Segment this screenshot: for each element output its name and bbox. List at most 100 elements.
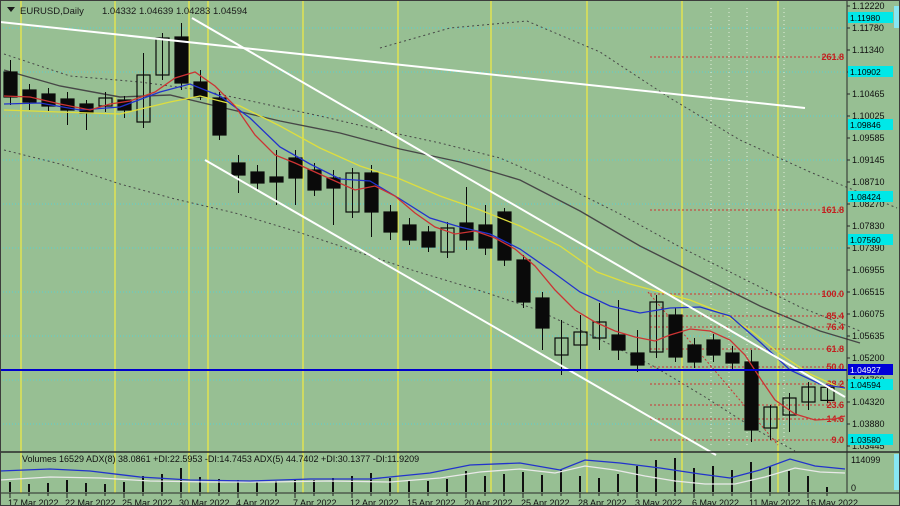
- candle-bear: [630, 352, 645, 366]
- date-label: 7 Apr 2022: [293, 498, 337, 506]
- volume-bar: [351, 476, 353, 492]
- date-label: 25 Apr 2022: [521, 498, 570, 506]
- symbol-dropdown-icon[interactable]: [7, 7, 15, 12]
- upper-band-dotted: [3, 53, 861, 332]
- candle-bear: [193, 81, 208, 98]
- price-label: 1.06955: [852, 265, 885, 275]
- volume-scale-max: 114099: [851, 455, 880, 465]
- candle-bear: [288, 157, 303, 179]
- candle-bear: [706, 339, 721, 356]
- price-line-tag: [848, 364, 893, 375]
- candle-bull: [782, 397, 797, 416]
- trendlines[interactable]: [0, 17, 846, 456]
- volume-bar: [807, 476, 809, 492]
- fib-level-label: 261.8: [821, 52, 844, 62]
- volume-bar: [750, 462, 752, 492]
- date-label: 6 May 2022: [692, 498, 739, 506]
- price-label: 1.09145: [852, 155, 885, 165]
- scrollbar-top-fragment[interactable]: [894, 6, 900, 28]
- price-label: 1.12220: [852, 1, 885, 11]
- volume-bar: [769, 466, 771, 492]
- ma-blue: [3, 83, 846, 389]
- time-axis: 17 Mar 2022 22 Mar 2022 25 Mar 2022 30 Mar …: [8, 493, 858, 506]
- indicator-value-tag: [848, 379, 893, 390]
- white-trendline[interactable]: [204, 159, 717, 456]
- indicator-label: Volumes 16529 ADX(8) 38.0861 +DI:22.5953…: [22, 454, 419, 464]
- candle-bear: [250, 171, 265, 184]
- indicator-value-tag: [848, 191, 893, 202]
- fib-level-label: 76.4: [826, 322, 844, 332]
- fib-level-label: 61.8: [826, 344, 844, 354]
- indicator-value-tag-text: 1.10902: [850, 67, 881, 77]
- fib-level-label: 161.8: [821, 205, 844, 215]
- indicator-value-tag: [848, 119, 893, 130]
- white-trendline[interactable]: [0, 21, 806, 109]
- volume-bar: [408, 480, 410, 492]
- volume-bar: [674, 458, 676, 492]
- indicator-value-tag-text: 1.03580: [850, 435, 881, 445]
- outer-band-dotted: [379, 20, 898, 209]
- price-label: 1.04320: [852, 397, 885, 407]
- scrollbar-bottom-fragment[interactable]: [894, 454, 900, 490]
- white-trendline[interactable]: [191, 17, 846, 398]
- volume-bar: [636, 466, 638, 492]
- price-label: 1.11340: [852, 45, 884, 55]
- date-label: 30 Mar 2022: [179, 498, 230, 506]
- grid: [0, 0, 847, 493]
- candle-bear: [744, 361, 759, 431]
- indicator-value-tag: [848, 66, 893, 77]
- ma-red: [3, 71, 846, 421]
- indicator-value-tag-text: 1.11980: [850, 13, 880, 23]
- candle-bull: [573, 331, 588, 346]
- volume-adx-panel: [0, 451, 900, 494]
- ohlc-info-line: EURUSD,Daily 1.04332 1.04639 1.04283 1.0…: [7, 6, 247, 17]
- fib-level-label: 38.2: [826, 379, 844, 389]
- price-label: 1.08710: [852, 177, 885, 187]
- volume-bar: [522, 472, 524, 492]
- price-label: 1.08270: [852, 199, 885, 209]
- price-label: 1.05635: [852, 331, 885, 341]
- price-label: 1.06075: [852, 309, 885, 319]
- price-label: 1.05200: [852, 353, 885, 363]
- volume-bar: [541, 475, 543, 492]
- fibonacci-levels[interactable]: 261.8161.8100.085.476.461.850.038.223.61…: [647, 52, 846, 446]
- ma-yellow: [3, 95, 846, 391]
- candle-bear: [668, 314, 683, 358]
- candle-bear: [364, 172, 379, 213]
- candle-bull: [649, 301, 664, 353]
- volume-bar: [598, 478, 600, 492]
- fib-level-label: 100.0: [821, 289, 844, 299]
- price-label: 1.03445: [852, 441, 885, 451]
- candle-bull: [155, 37, 170, 76]
- volume-bar: [313, 480, 315, 492]
- volume-bar: [104, 484, 106, 492]
- volume-scale-zero: 0: [851, 483, 856, 493]
- fib-level-label: 9.0: [831, 435, 844, 445]
- volume-bar: [465, 471, 467, 492]
- price-label: 1.07830: [852, 221, 885, 231]
- date-label: 16 May 2022: [806, 498, 858, 506]
- candle-bear: [212, 97, 227, 136]
- fib-level-label: 23.6: [826, 400, 844, 410]
- volume-bar: [256, 482, 258, 492]
- price-label: 1.06515: [852, 287, 885, 297]
- candle-bear: [3, 71, 18, 98]
- volume-bar: [484, 476, 486, 492]
- lower-band-dotted: [3, 149, 796, 452]
- volume-bar: [237, 480, 239, 492]
- volume-bar: [560, 470, 562, 492]
- volume-bar: [788, 471, 790, 492]
- moving-averages: [3, 71, 846, 421]
- volume-bar: [579, 476, 581, 492]
- indicator-value-tag-text: 1.04594: [850, 380, 881, 390]
- volume-bar: [332, 478, 334, 492]
- candle-bear: [269, 176, 284, 183]
- volume-bar: [142, 476, 144, 492]
- fib-level-label: 50.0: [826, 362, 844, 372]
- candle-bull: [554, 337, 569, 356]
- date-label: 28 Apr 2022: [578, 498, 627, 506]
- candle-bear: [402, 224, 417, 241]
- ohlc-values: 1.04332 1.04639 1.04283 1.04594: [102, 6, 247, 17]
